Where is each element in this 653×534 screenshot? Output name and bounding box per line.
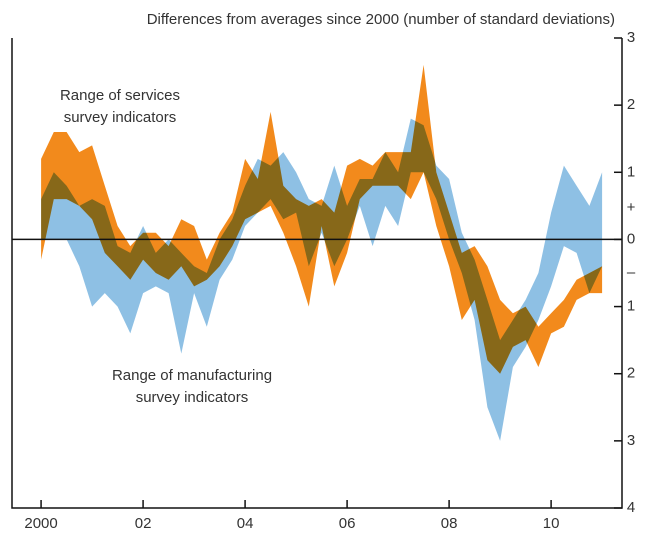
chart-title: Differences from averages since 2000 (nu… (147, 11, 615, 28)
series-label: Range of services (60, 87, 180, 104)
series-label: survey indicators (136, 389, 249, 406)
y-tick-label: 3 (627, 432, 635, 449)
y-tick-label: 1 (627, 298, 635, 315)
x-tick-label: 10 (543, 515, 560, 532)
x-tick-label: 06 (339, 515, 356, 532)
x-tick-label: 08 (441, 515, 458, 532)
y-tick-label: 3 (627, 29, 635, 46)
axis-frame (11, 38, 623, 509)
y-tick-label: 0 (627, 230, 635, 247)
sign-label: – (627, 264, 636, 281)
range-band (41, 64, 603, 374)
y-tick-label: 2 (627, 365, 635, 382)
series-label: Range of manufacturing (112, 367, 272, 384)
range-band (41, 118, 603, 441)
x-tick-label: 04 (237, 515, 254, 532)
x-tick-label: 2000 (24, 515, 57, 532)
x-tick-label: 02 (135, 515, 152, 532)
y-tick-label: 1 (627, 163, 635, 180)
y-tick-label: 2 (627, 96, 635, 113)
sign-label: + (627, 199, 636, 216)
series-label: survey indicators (64, 109, 177, 126)
y-tick-label: 4 (627, 499, 635, 516)
